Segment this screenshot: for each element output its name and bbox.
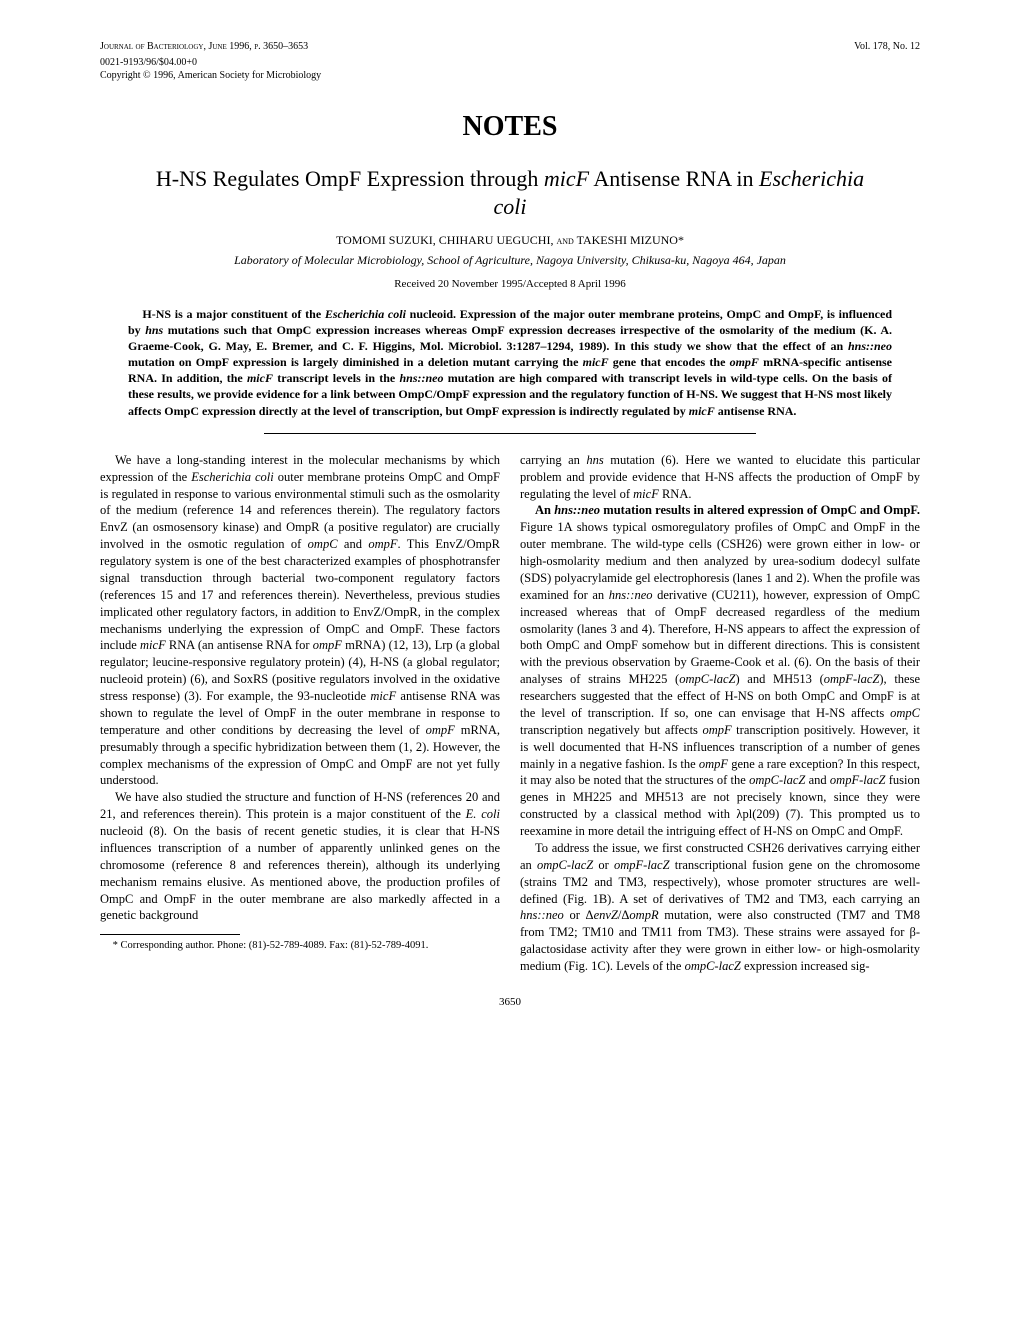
page-number: 3650	[100, 995, 920, 1010]
body-p3: carrying an hns mutation (6). Here we wa…	[520, 452, 920, 503]
body-p5: To address the issue, we first construct…	[520, 840, 920, 975]
meta-lines: 0021-9193/96/$04.00+0 Copyright © 1996, …	[100, 56, 920, 83]
body-p2: We have also studied the structure and f…	[100, 789, 500, 924]
copyright-line: Copyright © 1996, American Society for M…	[100, 69, 920, 83]
section-rule	[264, 433, 756, 434]
footnote-rule	[100, 934, 240, 935]
body-p4: An hns::neo mutation results in altered …	[520, 502, 920, 840]
header-row: Journal of Bacteriology, June 1996, p. 3…	[100, 40, 920, 54]
abstract: H-NS is a major constituent of the Esche…	[128, 306, 892, 419]
affiliation: Laboratory of Molecular Microbiology, Sc…	[100, 252, 920, 268]
notes-heading: NOTES	[100, 108, 920, 146]
authors: TOMOMI SUZUKI, CHIHARU UEGUCHI, and TAKE…	[100, 232, 920, 248]
corresponding-footnote: * Corresponding author. Phone: (81)-52-7…	[100, 939, 500, 953]
received-line: Received 20 November 1995/Accepted 8 Apr…	[100, 277, 920, 292]
article-title: H-NS Regulates OmpF Expression through m…	[140, 165, 880, 220]
journal-line: Journal of Bacteriology, June 1996, p. 3…	[100, 40, 308, 54]
issn-line: 0021-9193/96/$04.00+0	[100, 56, 920, 70]
vol-no: Vol. 178, No. 12	[854, 40, 920, 54]
body-p1: We have a long-standing interest in the …	[100, 452, 500, 790]
body-columns: We have a long-standing interest in the …	[100, 452, 920, 975]
